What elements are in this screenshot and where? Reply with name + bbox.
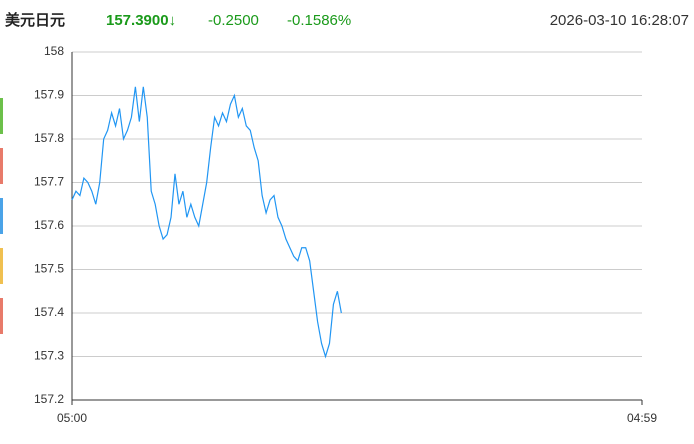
- price-line: [71, 86, 342, 359]
- chart-title: 美元日元: [5, 11, 65, 29]
- y-tick-label: 157.4: [34, 305, 64, 319]
- y-tick-label: 157.8: [34, 131, 64, 145]
- y-tick-label: 158: [44, 44, 64, 58]
- change-percent: -0.1586%: [287, 12, 351, 29]
- timestamp: 2026-03-10 16:28:07: [550, 12, 689, 29]
- side-tab: [0, 298, 3, 334]
- x-tick-label: 04:59: [627, 411, 657, 425]
- side-tab: [0, 198, 3, 234]
- side-tab: [0, 248, 3, 284]
- change: -0.2500: [208, 12, 259, 29]
- x-tick-label: 05:00: [57, 411, 87, 425]
- price: 157.3900↓: [106, 12, 176, 29]
- y-tick-label: 157.6: [34, 218, 64, 232]
- y-tick-label: 157.7: [34, 175, 64, 189]
- y-tick-label: 157.3: [34, 349, 64, 363]
- side-tab: [0, 98, 3, 134]
- y-tick-label: 157.9: [34, 88, 64, 102]
- side-tab: [0, 148, 3, 184]
- y-tick-label: 157.2: [34, 392, 64, 406]
- y-tick-label: 157.5: [34, 262, 64, 276]
